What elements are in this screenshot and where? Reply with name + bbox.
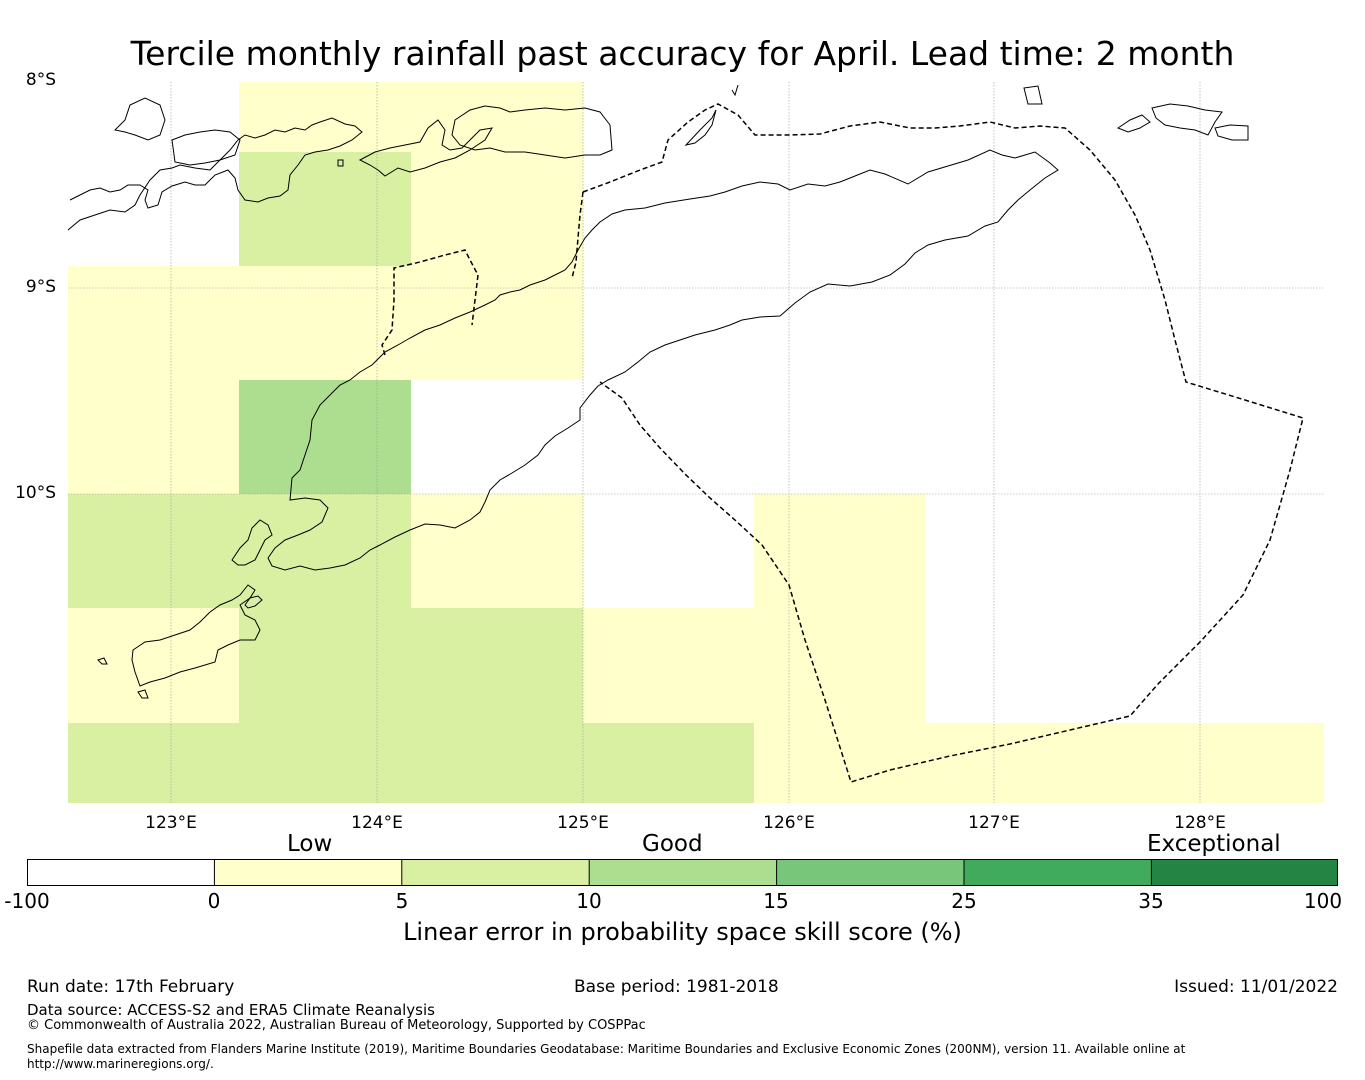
- base-period: Base period: 1981-2018: [574, 977, 779, 997]
- lon-label: 125°E: [557, 813, 609, 833]
- colorbar-tick: -100: [4, 889, 50, 913]
- grid-cell: [68, 723, 754, 803]
- colorbar-swatch: [589, 859, 777, 886]
- colorbar: [27, 859, 1338, 886]
- colorbar-swatch: [1151, 859, 1338, 886]
- grid-cell: [68, 494, 411, 608]
- island-coastline: [1151, 103, 1223, 136]
- island-coastline: [97, 657, 108, 665]
- grid-cell: [68, 380, 239, 494]
- issued-date: Issued: 11/01/2022: [1174, 977, 1338, 997]
- colorbar-tick: 10: [576, 889, 602, 913]
- grid-cell: [68, 266, 583, 380]
- colorbar-tick: 15: [763, 889, 789, 913]
- grid-cell: [239, 152, 411, 266]
- grid-cell: [754, 723, 1324, 803]
- grid-cell: [411, 494, 583, 608]
- colorbar-swatch: [401, 859, 590, 886]
- rote-coastline: [131, 584, 261, 687]
- colorbar-tick: 100: [1303, 889, 1343, 913]
- flores-coastline: [67, 117, 363, 231]
- graticule: [68, 82, 1324, 803]
- shapefile-credit: Shapefile data extracted from Flanders M…: [27, 1042, 1186, 1056]
- colorbar-swatch: [214, 859, 402, 886]
- island-coastline: [137, 689, 149, 699]
- grid-cell: [239, 608, 583, 723]
- coastlines: [67, 84, 1249, 699]
- island-coastline: [684, 109, 717, 146]
- copyright: © Commonwealth of Australia 2022, Austra…: [27, 1018, 646, 1033]
- lon-label: 128°E: [1174, 813, 1226, 833]
- alor-coastline: [358, 119, 493, 177]
- colorbar-tick: 25: [951, 889, 977, 913]
- colorbar-swatch: [776, 859, 964, 886]
- eez-boundary: [571, 191, 584, 279]
- run-date: Run date: 17th February: [27, 977, 235, 997]
- grid-cell: [754, 494, 926, 608]
- grid-cell: [239, 82, 583, 152]
- colorbar-label: Linear error in probability space skill …: [403, 918, 962, 946]
- grid-cell: [411, 152, 583, 266]
- lon-label: 126°E: [763, 813, 815, 833]
- lat-label: 8°S: [25, 70, 56, 90]
- wetar-coastline: [451, 105, 613, 159]
- colorbar-category-good: Good: [642, 831, 703, 857]
- island-coastline: [1023, 85, 1043, 105]
- lon-label: 123°E: [145, 813, 197, 833]
- colorbar-swatch: [27, 859, 215, 886]
- island-coastline: [731, 84, 739, 97]
- colorbar-category-exceptional: Exceptional: [1147, 831, 1281, 857]
- island-coastline: [1116, 114, 1151, 133]
- maritime-boundary: [381, 103, 1304, 783]
- skill-map: [67, 82, 1324, 803]
- page-title: Tercile monthly rainfall past accuracy f…: [130, 34, 1235, 73]
- oecusse-boundary: [381, 249, 479, 356]
- colorbar-tick: 5: [395, 889, 409, 913]
- shapefile-url: http://www.marineregions.org/.: [27, 1057, 214, 1071]
- eez-boundary: [582, 103, 1304, 783]
- colorbar-swatch: [964, 859, 1152, 886]
- lon-label: 127°E: [968, 813, 1020, 833]
- data-source: Data source: ACCESS-S2 and ERA5 Climate …: [27, 1001, 435, 1019]
- grid-cell: [583, 608, 926, 723]
- island-coastline: [244, 595, 263, 609]
- lat-label: 9°S: [25, 277, 56, 297]
- lat-label: 10°S: [15, 483, 56, 503]
- island-coastline: [1214, 124, 1249, 141]
- island-coastline: [231, 519, 273, 566]
- island-coastline: [337, 159, 344, 167]
- colorbar-tick: 35: [1138, 889, 1164, 913]
- grid-cell: [239, 380, 411, 494]
- grid-cell: [68, 608, 239, 723]
- island-coastline: [171, 129, 241, 166]
- island-coastline: [113, 97, 166, 141]
- timor-coastline: [267, 149, 1059, 571]
- lon-label: 124°E: [351, 813, 403, 833]
- colorbar-tick: 0: [207, 889, 221, 913]
- colorbar-category-low: Low: [287, 831, 333, 857]
- skill-grid: [68, 82, 1324, 803]
